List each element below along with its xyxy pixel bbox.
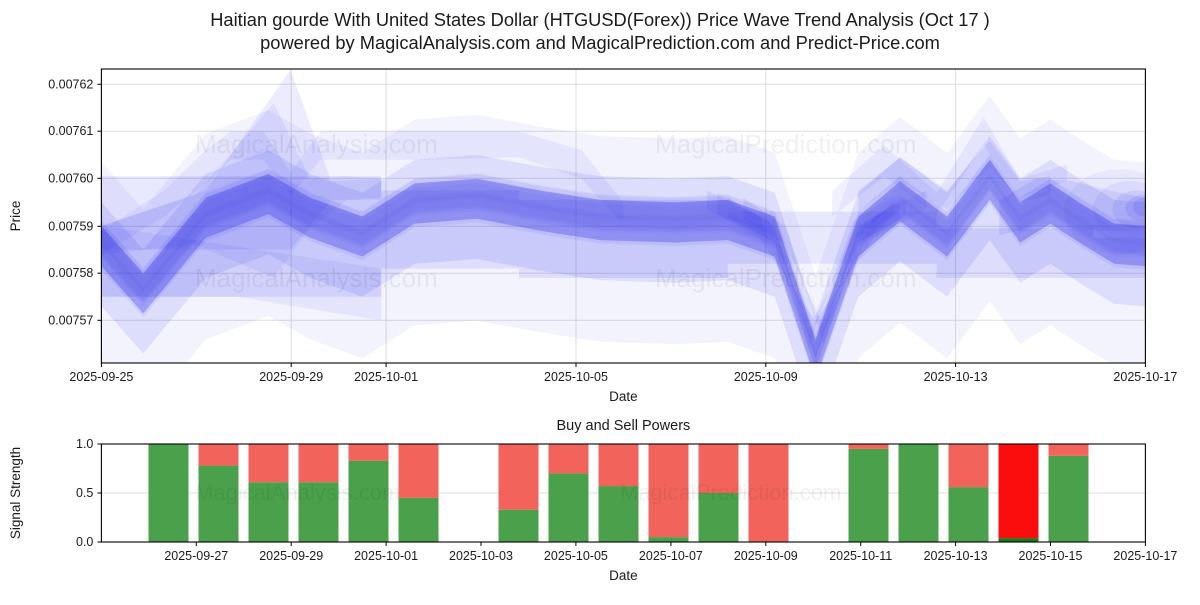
svg-text:2025-10-01: 2025-10-01: [354, 549, 418, 563]
svg-text:2025-09-25: 2025-09-25: [69, 370, 133, 384]
svg-text:2025-10-17: 2025-10-17: [1113, 549, 1177, 563]
svg-text:0.0: 0.0: [76, 535, 93, 549]
svg-text:MagicalAnalysis.com: MagicalAnalysis.com: [195, 480, 400, 505]
svg-text:2025-10-15: 2025-10-15: [1019, 549, 1083, 563]
svg-text:2025-10-03: 2025-10-03: [449, 549, 513, 563]
svg-text:0.00762: 0.00762: [48, 77, 93, 91]
svg-text:2025-10-17: 2025-10-17: [1113, 370, 1177, 384]
svg-text:MagicalAnalysis.com: MagicalAnalysis.com: [195, 263, 438, 293]
svg-text:MagicalAnalysis.com: MagicalAnalysis.com: [195, 129, 438, 159]
svg-text:0.00759: 0.00759: [48, 219, 93, 233]
svg-text:2025-10-01: 2025-10-01: [354, 370, 418, 384]
svg-text:2025-10-09: 2025-10-09: [734, 370, 798, 384]
svg-text:2025-10-07: 2025-10-07: [639, 549, 703, 563]
svg-text:2025-10-05: 2025-10-05: [544, 549, 608, 563]
svg-text:0.00761: 0.00761: [48, 124, 93, 138]
svg-text:2025-10-09: 2025-10-09: [734, 549, 798, 563]
svg-text:2025-10-13: 2025-10-13: [924, 549, 988, 563]
svg-text:MagicalPrediction.com: MagicalPrediction.com: [655, 129, 917, 159]
svg-text:0.00757: 0.00757: [48, 313, 93, 327]
svg-text:2025-10-13: 2025-10-13: [924, 370, 988, 384]
svg-text:MagicalPrediction.com: MagicalPrediction.com: [620, 480, 841, 505]
svg-text:0.00758: 0.00758: [48, 266, 93, 280]
svg-text:2025-10-05: 2025-10-05: [544, 370, 608, 384]
svg-text:0.00760: 0.00760: [48, 171, 93, 185]
svg-text:Date: Date: [609, 568, 638, 583]
svg-text:Signal Strength: Signal Strength: [8, 447, 23, 539]
svg-text:Price: Price: [8, 201, 23, 232]
svg-text:2025-09-29: 2025-09-29: [259, 370, 323, 384]
svg-text:2025-10-11: 2025-10-11: [829, 549, 892, 563]
svg-text:1.0: 1.0: [76, 437, 93, 451]
svg-text:2025-09-29: 2025-09-29: [259, 549, 323, 563]
svg-text:0.5: 0.5: [76, 486, 93, 500]
svg-text:2025-09-27: 2025-09-27: [164, 549, 228, 563]
svg-text:Date: Date: [609, 389, 638, 404]
svg-text:MagicalPrediction.com: MagicalPrediction.com: [655, 263, 917, 293]
svg-text:Buy and Sell Powers: Buy and Sell Powers: [557, 418, 691, 434]
